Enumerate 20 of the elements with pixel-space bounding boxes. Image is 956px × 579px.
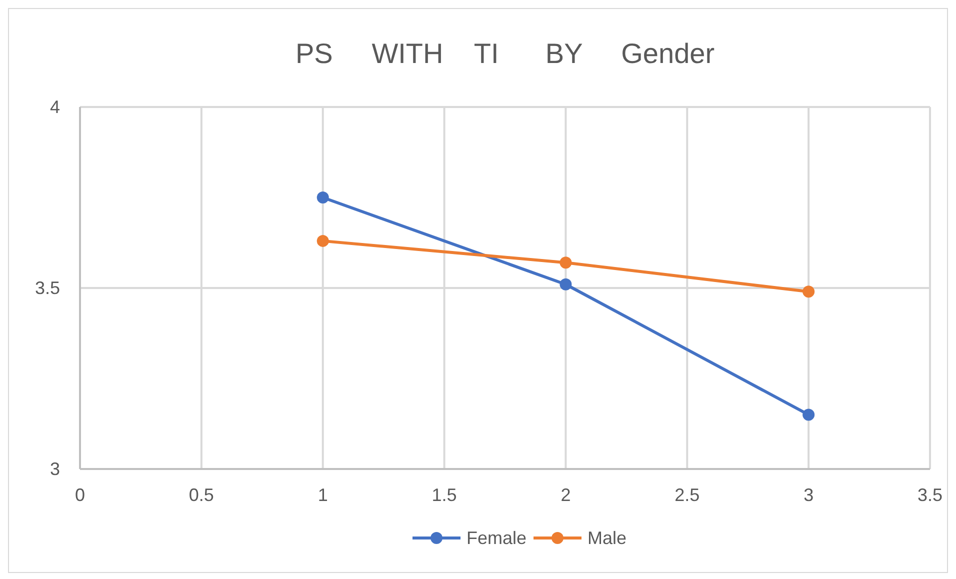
point <box>802 286 815 298</box>
point <box>802 408 815 421</box>
legend-label: Female <box>466 528 527 548</box>
y-tick-label: 3 <box>50 459 60 479</box>
x-tick-label: 0.5 <box>188 485 214 505</box>
point <box>560 256 572 269</box>
x-tick-label: 1 <box>318 485 328 505</box>
x-tick-label: 0 <box>74 485 86 505</box>
y-tick-label: 4 <box>50 97 60 117</box>
x-tick-label: 3.5 <box>917 485 943 505</box>
point <box>316 234 329 247</box>
chart-title: PS WITH TI BY Gender <box>295 38 715 69</box>
legend-label: Male <box>588 528 627 548</box>
point <box>560 278 572 290</box>
x-tick-label: 2 <box>560 485 571 505</box>
point <box>316 192 329 204</box>
x-tick-label: 3 <box>804 485 814 505</box>
x-tick-label: 2.5 <box>674 485 700 505</box>
y-tick-label: 3.5 <box>34 278 60 298</box>
x-tick-label: 1.5 <box>432 485 457 505</box>
